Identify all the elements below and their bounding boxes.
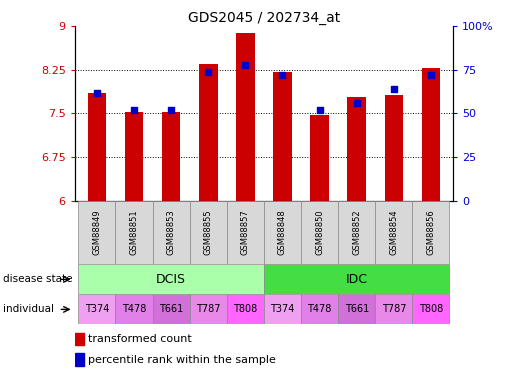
Bar [190, 201, 227, 264]
Bar [338, 294, 375, 324]
Point [427, 72, 435, 78]
Point [167, 107, 175, 113]
Point [93, 90, 101, 96]
Text: IDC: IDC [346, 273, 368, 286]
Bar [75, 353, 84, 366]
Bar [338, 201, 375, 264]
Text: T374: T374 [270, 304, 295, 314]
Bar [199, 64, 217, 201]
Text: GSM88849: GSM88849 [92, 210, 101, 255]
Bar [115, 294, 152, 324]
Bar [301, 294, 338, 324]
Text: GSM88851: GSM88851 [130, 210, 139, 255]
Text: T661: T661 [345, 304, 369, 314]
Point [130, 107, 138, 113]
Text: GSM88854: GSM88854 [389, 210, 398, 255]
Bar [264, 294, 301, 324]
Bar [385, 95, 403, 201]
Point [390, 86, 398, 92]
Text: T661: T661 [159, 304, 183, 314]
Bar [88, 93, 106, 201]
Text: GSM88856: GSM88856 [426, 210, 436, 255]
Point [204, 69, 212, 75]
Bar [273, 72, 292, 201]
Point [353, 100, 361, 106]
Text: T478: T478 [122, 304, 146, 314]
Text: transformed count: transformed count [88, 334, 192, 344]
Text: GSM88852: GSM88852 [352, 210, 361, 255]
Bar [413, 294, 450, 324]
Bar [264, 264, 450, 294]
Bar [75, 333, 84, 345]
Text: T787: T787 [382, 304, 406, 314]
Bar [190, 294, 227, 324]
Bar [375, 201, 413, 264]
Point [279, 72, 287, 78]
Point [241, 62, 249, 68]
Bar [264, 201, 301, 264]
Text: T808: T808 [419, 304, 443, 314]
Text: disease state: disease state [3, 274, 72, 284]
Bar [152, 201, 190, 264]
Text: T478: T478 [307, 304, 332, 314]
Bar [152, 294, 190, 324]
Bar [115, 201, 152, 264]
Bar [422, 68, 440, 201]
Bar [236, 33, 254, 201]
Text: GSM88857: GSM88857 [241, 210, 250, 255]
Text: DCIS: DCIS [156, 273, 186, 286]
Bar [227, 201, 264, 264]
Bar [227, 294, 264, 324]
Text: percentile rank within the sample: percentile rank within the sample [88, 354, 276, 364]
Point [316, 107, 324, 113]
Text: GSM88848: GSM88848 [278, 210, 287, 255]
Bar [375, 294, 413, 324]
Text: GSM88855: GSM88855 [204, 210, 213, 255]
Title: GDS2045 / 202734_at: GDS2045 / 202734_at [188, 11, 340, 25]
Text: GSM88853: GSM88853 [167, 210, 176, 255]
Bar [301, 201, 338, 264]
Bar [162, 112, 180, 201]
Text: T374: T374 [85, 304, 109, 314]
Text: T808: T808 [233, 304, 258, 314]
Bar [413, 201, 450, 264]
Text: individual: individual [3, 304, 54, 314]
Bar [125, 112, 143, 201]
Bar [78, 264, 264, 294]
Bar [348, 97, 366, 201]
Text: T787: T787 [196, 304, 220, 314]
Text: GSM88850: GSM88850 [315, 210, 324, 255]
Bar [78, 294, 115, 324]
Bar [78, 201, 115, 264]
Bar [311, 115, 329, 201]
